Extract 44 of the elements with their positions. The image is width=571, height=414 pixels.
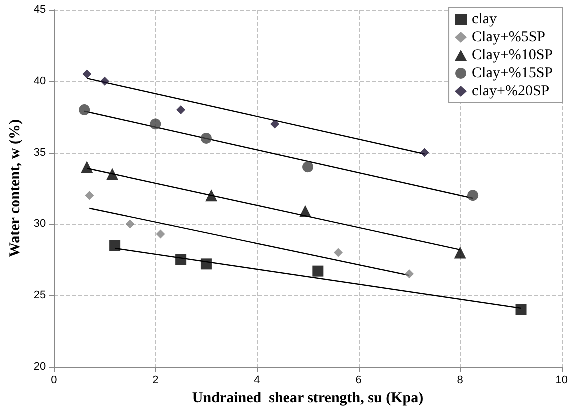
point (176, 105, 186, 114)
point (100, 76, 110, 86)
point (420, 148, 430, 158)
x-tick-label: 0 (51, 374, 58, 386)
point (299, 205, 312, 218)
legend-label: Clay+%10SP (472, 48, 554, 64)
legend-label: Clay+%15SP (472, 66, 554, 82)
x-tick-label: 6 (356, 374, 362, 386)
point (79, 104, 90, 116)
point (454, 246, 466, 259)
point (200, 258, 212, 270)
y-tick-label: 25 (34, 290, 46, 302)
point (516, 304, 527, 316)
point (334, 248, 343, 258)
y-tick-label: 30 (34, 218, 46, 230)
point (82, 70, 92, 79)
point (206, 190, 218, 202)
point (81, 161, 94, 174)
x-tick-label: 8 (457, 374, 464, 386)
legend-label: clay+%20SP (472, 84, 550, 100)
y-tick-label: 40 (34, 75, 46, 88)
point (150, 118, 162, 130)
point (200, 133, 212, 144)
legend-label: Clay+%5SP (472, 30, 546, 46)
x-tick-label: 10 (556, 374, 568, 386)
point (156, 230, 166, 239)
y-axis-title: Water content, w (%) (8, 119, 24, 258)
point (110, 240, 121, 252)
point (85, 191, 94, 200)
y-tick-label: 45 (34, 4, 46, 16)
point (405, 270, 414, 279)
x-tick-label: 4 (254, 374, 260, 386)
point (106, 168, 119, 180)
point (312, 266, 324, 277)
y-tick-label: 35 (34, 146, 46, 159)
point (176, 254, 187, 266)
y-tick-label: 20 (34, 361, 46, 373)
x-tick-label: 2 (152, 374, 159, 386)
point (270, 120, 280, 129)
legend-label: clay (472, 12, 498, 28)
point (126, 220, 135, 229)
point (468, 190, 479, 202)
point (302, 162, 314, 173)
x-axis-title: Undrained shear strength, su (Kpa) (192, 390, 424, 406)
